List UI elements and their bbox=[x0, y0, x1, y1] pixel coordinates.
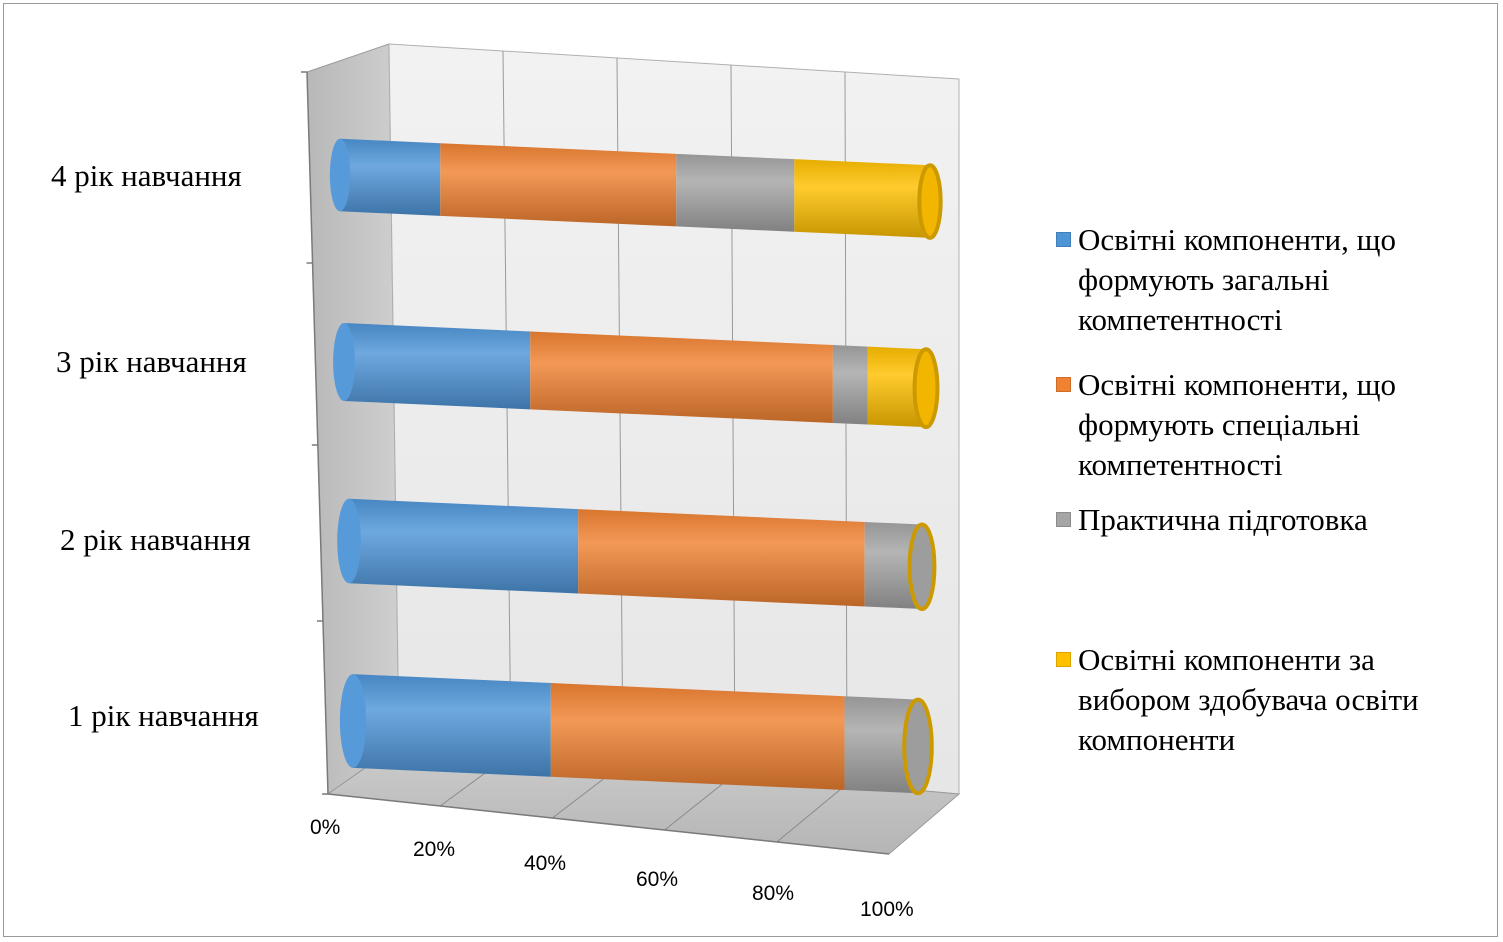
bar-segment-освітні bbox=[578, 509, 865, 607]
legend-swatch bbox=[1056, 232, 1071, 247]
category-label: 1 рік навчання bbox=[68, 698, 259, 733]
bar-left-cap bbox=[329, 138, 351, 212]
bar-segment-освітні bbox=[344, 323, 531, 410]
bar-segment-освітні bbox=[867, 346, 926, 428]
legend-swatch bbox=[1056, 652, 1071, 667]
bar-end-cap bbox=[902, 697, 934, 796]
tick-label: 60% bbox=[636, 868, 678, 891]
tick-label: 0% bbox=[310, 816, 340, 839]
tick-label: 40% bbox=[524, 852, 566, 875]
legend-swatch bbox=[1056, 512, 1071, 527]
bar-segment-освітні bbox=[550, 683, 845, 790]
floor-gridline bbox=[776, 783, 848, 843]
bar-end-cap bbox=[907, 522, 937, 612]
legend-item: Практична підготовка bbox=[1056, 500, 1488, 540]
category-label: 3 рік навчання bbox=[56, 344, 247, 379]
bar-left-cap bbox=[339, 674, 367, 768]
bar-segment-практична bbox=[676, 153, 795, 232]
bar-end-cap bbox=[917, 163, 943, 240]
tick-label: 100% bbox=[860, 898, 914, 921]
bar-segment-практична bbox=[864, 521, 922, 610]
legend-item: Освітні компоненти, що формують спеціаль… bbox=[1056, 365, 1488, 485]
legend-swatch bbox=[1056, 377, 1071, 392]
bar-left-cap bbox=[333, 323, 355, 401]
chart-frame: 1 рік навчання 2 рік навчання 3 рік навчан… bbox=[3, 3, 1498, 937]
category-label: 2 рік навчання bbox=[60, 522, 251, 557]
bar-segment-освітні bbox=[530, 331, 833, 423]
bar-segment-освітні bbox=[440, 143, 677, 227]
chart-plot: 1 рік навчання 2 рік навчання 3 рік навчан… bbox=[51, 43, 961, 921]
category-axis bbox=[306, 71, 329, 795]
legend-label: Освітні компоненти, що формують загальні… bbox=[1078, 222, 1396, 337]
bar-end-cap bbox=[912, 347, 940, 430]
bar-segment-освітні bbox=[353, 674, 551, 777]
bar-segment-практична bbox=[832, 345, 868, 425]
legend-label: Освітні компоненти, що формують спеціаль… bbox=[1078, 367, 1396, 482]
value-axis bbox=[327, 793, 890, 855]
tick-label: 80% bbox=[752, 882, 794, 905]
bar-segment-освітні bbox=[349, 498, 579, 594]
legend-label: Практична підготовка bbox=[1078, 502, 1368, 537]
bar-segment-освітні bbox=[340, 138, 441, 216]
legend-item: Освітні компоненти, що формують загальні… bbox=[1056, 220, 1488, 340]
bar-left-cap bbox=[337, 498, 361, 584]
category-label: 4 рік навчання bbox=[51, 158, 242, 193]
tick-label: 20% bbox=[413, 838, 455, 861]
bar-segment-практична bbox=[844, 696, 918, 794]
legend-item: Освітні компоненти за вибором здобувача … bbox=[1056, 640, 1488, 760]
legend-label: Освітні компоненти за вибором здобувача … bbox=[1078, 642, 1419, 757]
bar-segment-освітні bbox=[794, 159, 930, 238]
